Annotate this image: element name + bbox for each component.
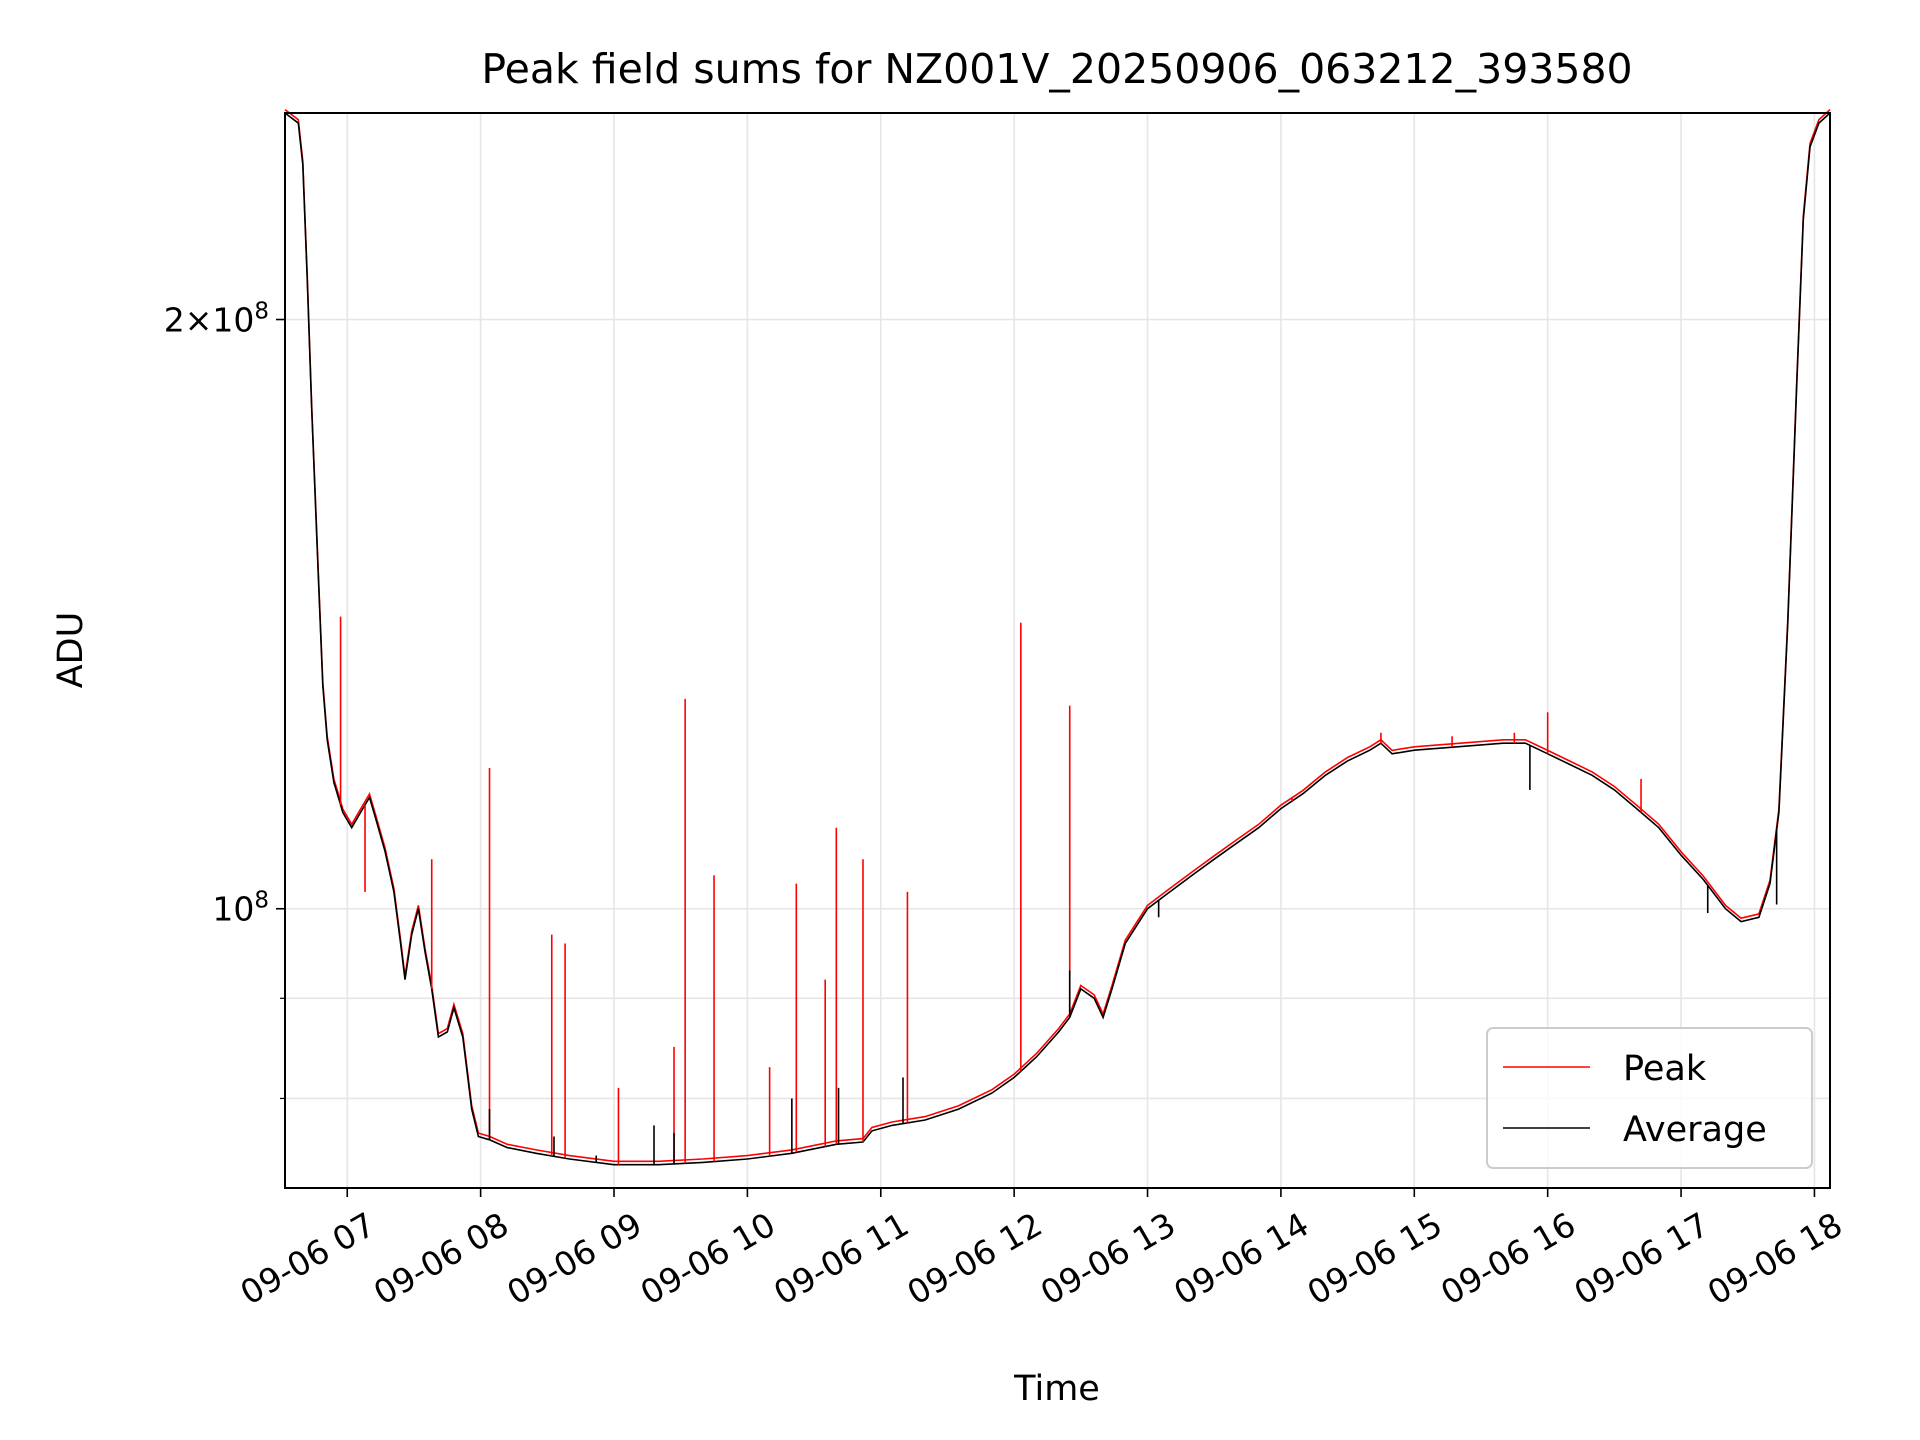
legend: Peak Average xyxy=(1486,1027,1813,1169)
y-tick-label: 108 xyxy=(212,888,269,929)
series-peak-line xyxy=(284,108,1831,1163)
y-tick-label: 2×108 xyxy=(164,299,269,340)
y-axis-label: ADU xyxy=(51,612,91,689)
gridlines xyxy=(285,113,1830,1188)
chart-title: Peak field sums for NZ001V_20250906_0632… xyxy=(481,45,1632,93)
legend-label-peak: Peak xyxy=(1623,1049,1707,1089)
legend-label-average: Average xyxy=(1623,1110,1767,1150)
plot-frame xyxy=(284,112,1831,1189)
series-lines xyxy=(284,108,1831,1166)
series-average-line xyxy=(284,112,1831,1166)
x-axis-label: Time xyxy=(1013,1369,1100,1409)
legend-box xyxy=(1486,1027,1813,1169)
